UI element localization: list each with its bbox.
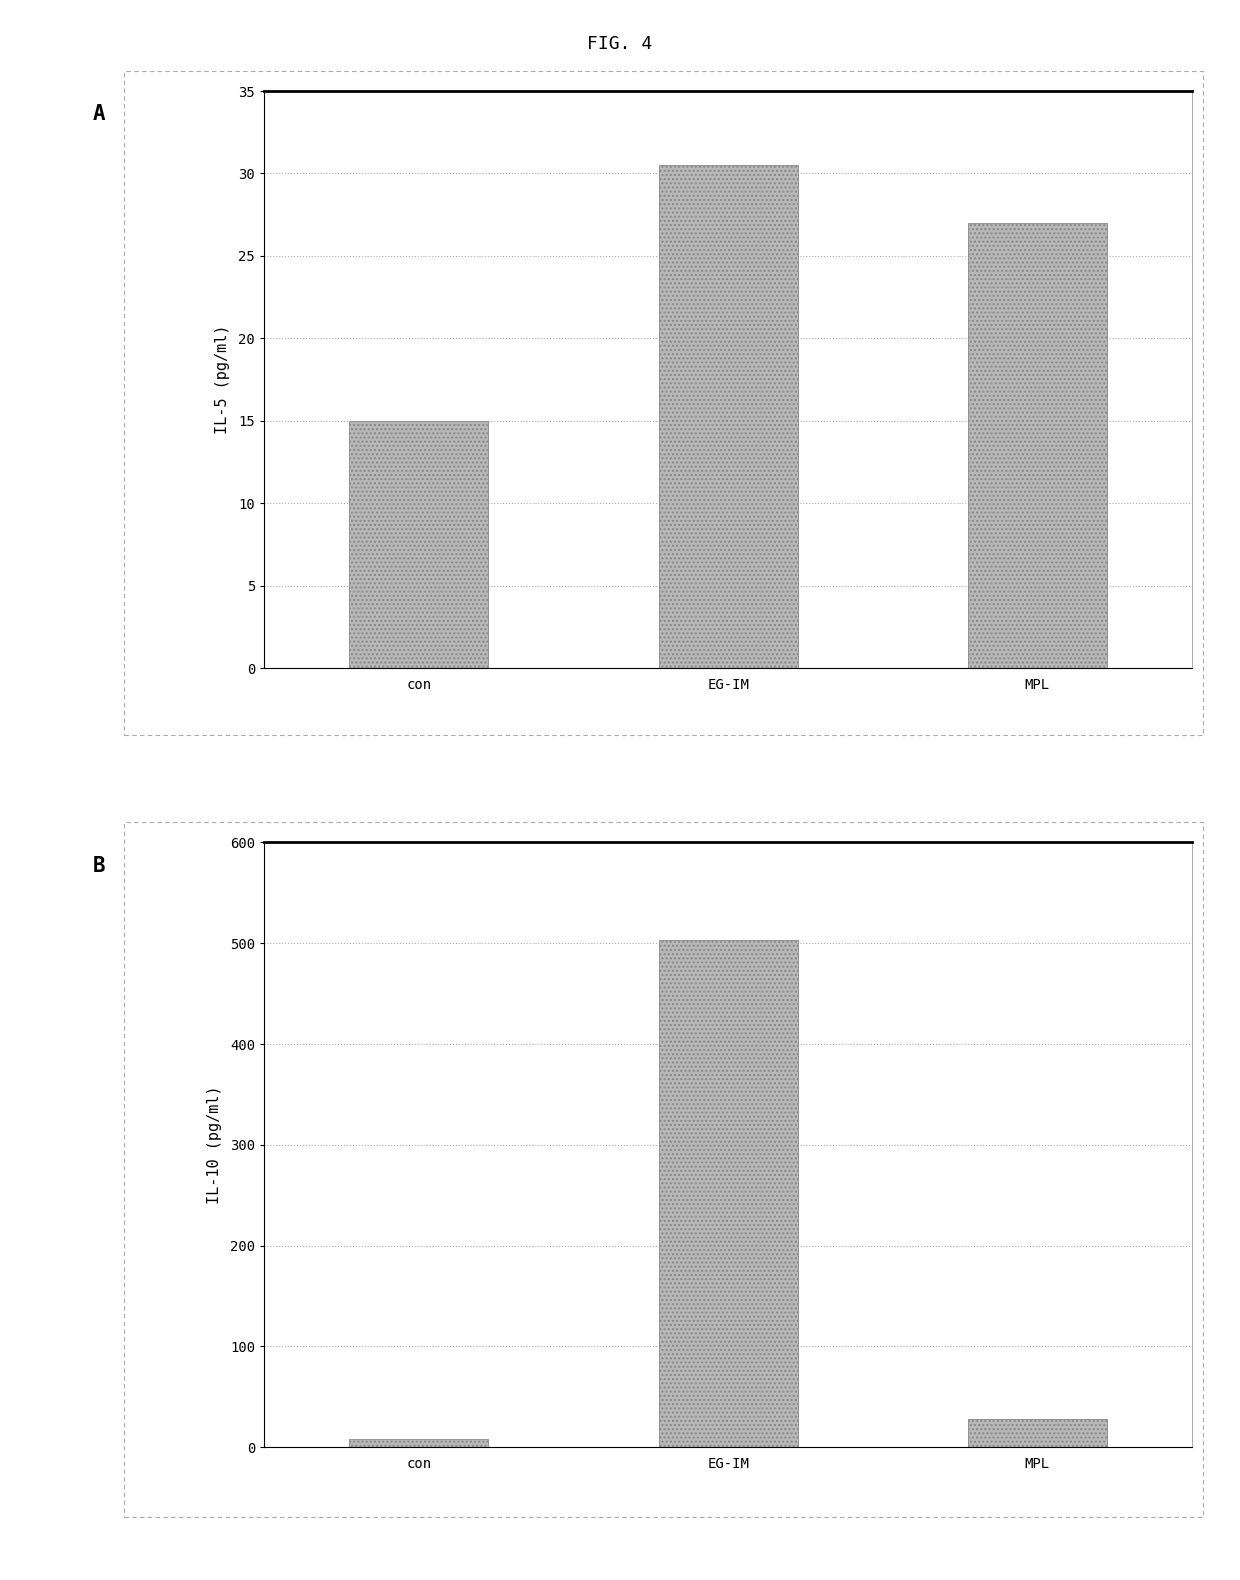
Bar [658, 940, 797, 1447]
Bar [967, 1419, 1107, 1447]
Bar [350, 420, 489, 668]
Text: A: A [93, 104, 105, 125]
Bar [350, 1439, 489, 1447]
Bar [658, 166, 797, 668]
Y-axis label: IL-5 (pg/ml): IL-5 (pg/ml) [215, 325, 231, 434]
Y-axis label: IL-10 (pg/ml): IL-10 (pg/ml) [207, 1085, 222, 1204]
Bar [967, 223, 1107, 668]
Text: FIG. 4: FIG. 4 [588, 35, 652, 52]
Text: B: B [93, 856, 105, 877]
